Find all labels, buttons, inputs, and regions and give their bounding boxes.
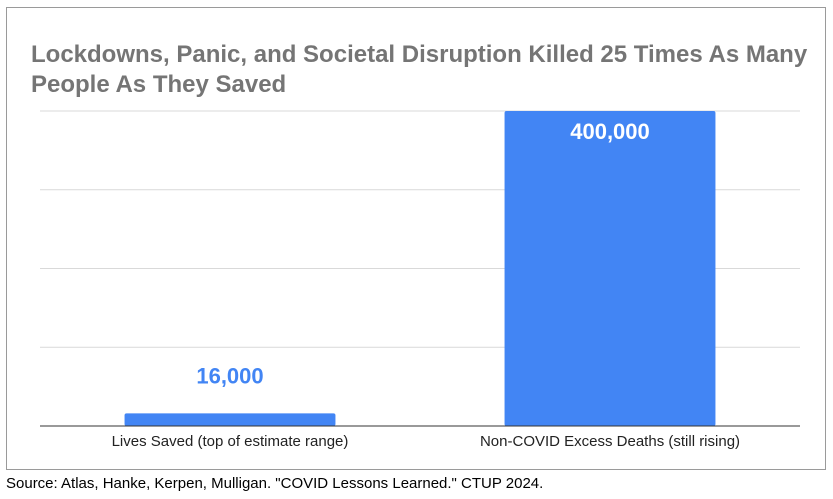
data-label: 16,000 [196, 363, 263, 388]
bar [124, 413, 336, 426]
chart-title: Lockdowns, Panic, and Societal Disruptio… [31, 41, 808, 98]
x-tick-label: Lives Saved (top of estimate range) [112, 433, 349, 450]
x-tick-label: Non-COVID Excess Deaths (still rising) [480, 433, 740, 450]
bar [504, 111, 716, 426]
data-label: 400,000 [570, 119, 650, 144]
source-citation: Source: Atlas, Hanke, Kerpen, Mulligan. … [6, 475, 544, 492]
